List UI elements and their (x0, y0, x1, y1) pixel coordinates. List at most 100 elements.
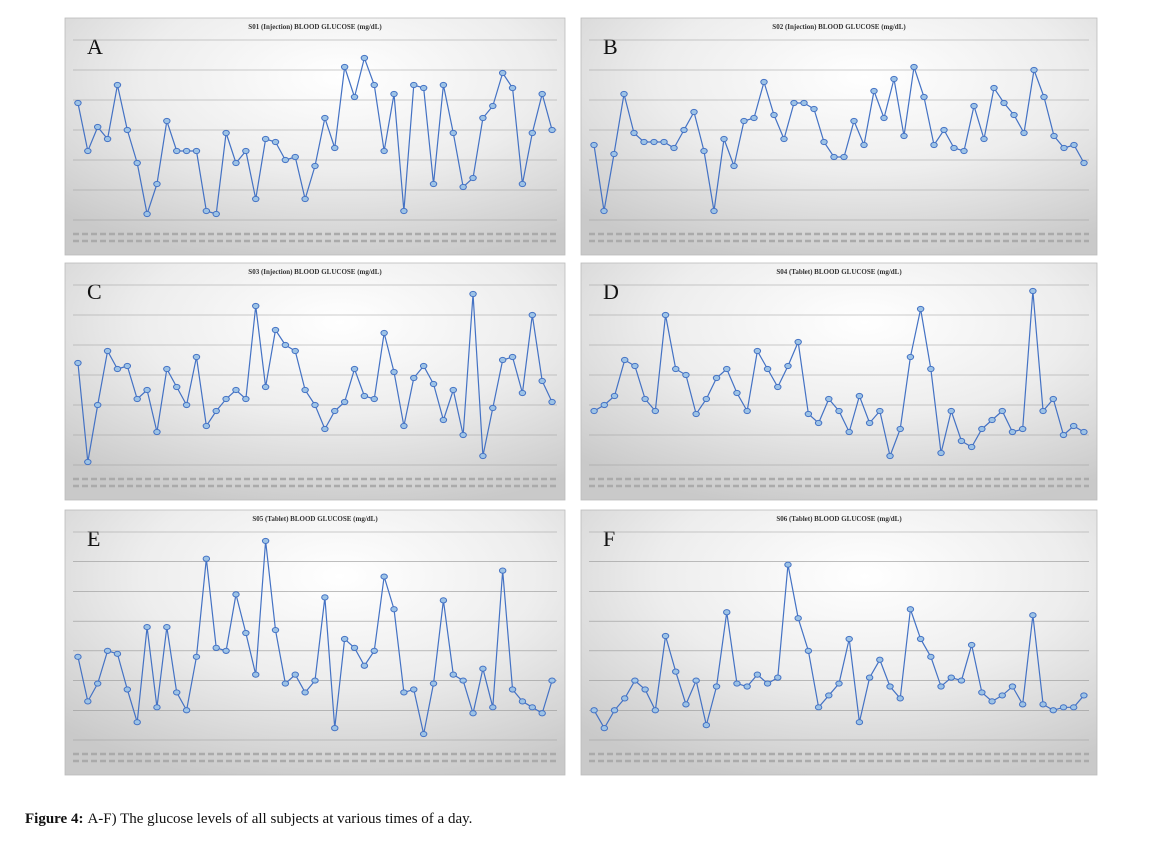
data-point (855, 392, 864, 400)
data-point (820, 138, 828, 146)
data-point (800, 99, 808, 107)
data-point (600, 401, 609, 409)
data-point (723, 609, 731, 616)
data-point (261, 383, 270, 391)
data-point (350, 365, 359, 373)
data-point (202, 207, 211, 215)
data-point (459, 431, 467, 439)
data-point (410, 81, 418, 89)
data-point (610, 707, 619, 714)
data-point (610, 150, 618, 158)
data-point (202, 555, 211, 562)
data-point (538, 90, 546, 98)
data-point (957, 677, 966, 684)
data-point (730, 162, 738, 170)
data-point (850, 117, 858, 125)
data-point (479, 114, 487, 122)
data-point (163, 117, 171, 125)
panel-label: A (87, 34, 103, 59)
data-point (212, 407, 220, 415)
data-point (590, 707, 598, 714)
panel-background (580, 509, 1098, 776)
data-point (489, 704, 497, 711)
data-point (271, 326, 280, 334)
data-point (880, 114, 888, 122)
caption: Figure 4: A-F) The glucose levels of all … (25, 811, 472, 827)
data-point (1018, 701, 1027, 708)
data-point (870, 87, 878, 95)
data-point (291, 347, 299, 355)
data-point (449, 671, 457, 678)
data-point (621, 356, 629, 364)
data-point (113, 650, 122, 657)
data-point (998, 407, 1006, 415)
data-point (321, 114, 329, 122)
data-point (331, 725, 339, 732)
data-point (830, 153, 838, 161)
data-point (927, 365, 935, 373)
data-point (380, 329, 388, 337)
data-point (410, 374, 418, 382)
data-point (720, 135, 728, 143)
data-point (1030, 66, 1038, 74)
data-point (103, 647, 112, 654)
data-point (212, 644, 220, 651)
data-point (835, 407, 843, 415)
data-point (84, 147, 92, 155)
data-point (548, 398, 556, 406)
data-point (682, 701, 690, 708)
data-point (143, 386, 151, 394)
data-point (163, 623, 171, 631)
data-point (780, 135, 788, 143)
data-point (459, 677, 467, 684)
data-point (1070, 141, 1078, 149)
data-point (702, 395, 711, 403)
data-point (390, 90, 398, 98)
chart-title: S04 (Tablet) BLOOD GLUCOSE (mg/dL) (776, 268, 902, 276)
chart-panel: S04 (Tablet) BLOOD GLUCOSE (mg/dL) D (580, 262, 1098, 501)
data-point (518, 389, 527, 397)
data-point (855, 719, 864, 726)
data-point (173, 689, 181, 696)
data-point (692, 677, 700, 684)
data-point (548, 126, 556, 134)
data-point (459, 183, 467, 191)
data-point (988, 416, 996, 424)
data-point (143, 210, 151, 218)
data-point (192, 147, 201, 155)
data-point (804, 647, 813, 654)
data-point (360, 392, 369, 400)
data-point (760, 78, 768, 86)
data-point (74, 653, 82, 660)
panel-label: C (87, 279, 102, 304)
data-point (153, 428, 161, 436)
data-point (763, 365, 772, 373)
data-point (651, 707, 660, 714)
data-point (113, 365, 122, 373)
data-point (743, 407, 751, 415)
data-point (906, 606, 915, 613)
data-point (182, 147, 191, 155)
data-point (281, 680, 290, 687)
data-point (900, 132, 908, 140)
data-point (439, 81, 448, 89)
chart-panel: S03 (Injection) BLOOD GLUCOSE (mg/dL) C (64, 262, 566, 501)
data-point (927, 653, 935, 660)
data-point (661, 632, 670, 640)
data-point (967, 443, 976, 451)
data-point (271, 626, 280, 634)
data-point (508, 84, 517, 92)
data-point (469, 710, 477, 717)
data-point (886, 683, 894, 690)
data-point (1020, 129, 1028, 137)
chart-panel: S01 (Injection) BLOOD GLUCOSE (mg/dL) A (64, 17, 566, 256)
data-point (498, 69, 507, 77)
data-point (970, 102, 978, 110)
data-point (845, 635, 853, 643)
data-point (690, 108, 698, 116)
data-point (672, 668, 680, 675)
data-point (538, 377, 546, 385)
data-point (621, 695, 629, 702)
chart-title: S03 (Injection) BLOOD GLUCOSE (mg/dL) (248, 268, 382, 276)
